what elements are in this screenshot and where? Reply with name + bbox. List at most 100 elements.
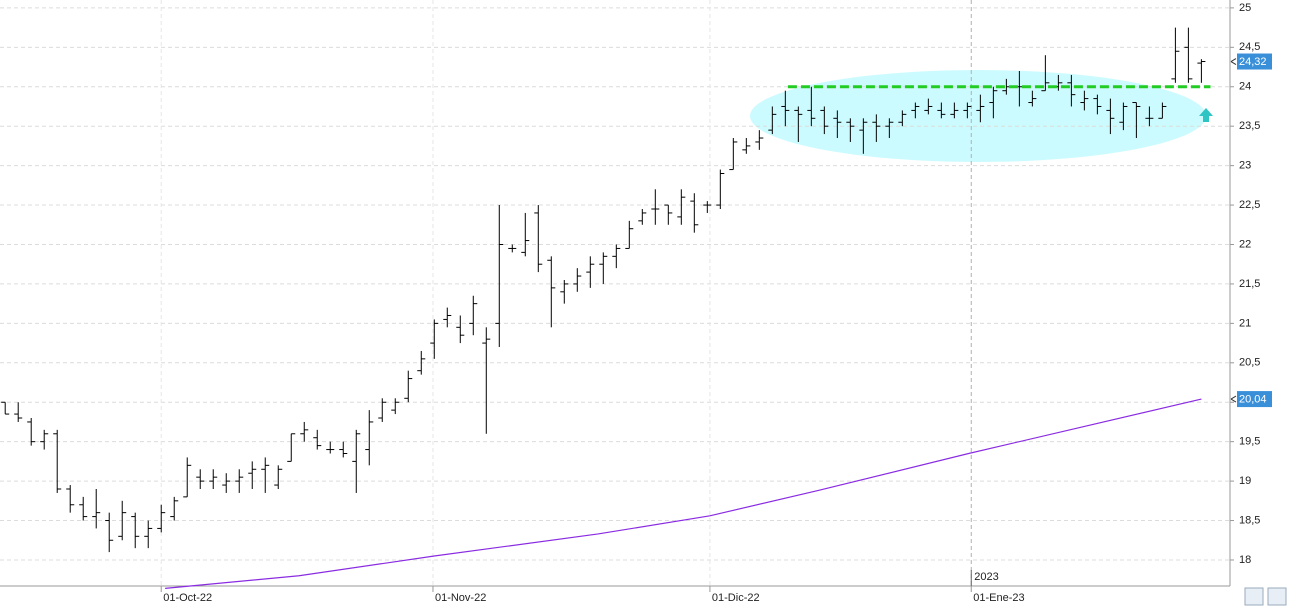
price-tag bbox=[1237, 391, 1272, 408]
ohlc-bar bbox=[638, 209, 647, 225]
y-tick-label: 23 bbox=[1239, 160, 1251, 172]
ohlc-bar bbox=[261, 457, 270, 493]
ohlc-bar bbox=[547, 256, 556, 328]
ohlc-bar bbox=[755, 130, 764, 150]
y-tick-label: 21 bbox=[1239, 317, 1251, 329]
ohlc-bar bbox=[456, 315, 465, 344]
ohlc-bar bbox=[508, 244, 517, 253]
ohlc-bar bbox=[924, 98, 933, 115]
ohlc-bar bbox=[560, 279, 569, 304]
ohlc-bar bbox=[833, 110, 842, 139]
ohlc-bar bbox=[1171, 27, 1180, 83]
ohlc-bar bbox=[885, 118, 894, 139]
ohlc-bar bbox=[1093, 94, 1102, 115]
y-tick-label: 18 bbox=[1239, 554, 1251, 566]
highlight-ellipse bbox=[750, 70, 1206, 162]
ohlc-bar bbox=[274, 465, 283, 489]
ohlc-bar bbox=[157, 504, 166, 533]
save-button[interactable] bbox=[1267, 587, 1287, 606]
ohlc-bar bbox=[1080, 90, 1089, 111]
ohlc-bar bbox=[131, 512, 140, 549]
ohlc-bar bbox=[196, 469, 205, 489]
ohlc-bar bbox=[404, 370, 413, 403]
ohlc-bar bbox=[1106, 98, 1115, 135]
ohlc-bar bbox=[690, 193, 699, 233]
ohlc-bar bbox=[1028, 90, 1037, 107]
ohlc-bar bbox=[872, 114, 881, 142]
ohlc-bar bbox=[222, 473, 231, 493]
ohlc-bar bbox=[105, 512, 114, 553]
ohlc-bar bbox=[703, 201, 712, 213]
ohlc-bar bbox=[183, 457, 192, 498]
ohlc-bar bbox=[27, 418, 36, 446]
y-tick-label: 22,5 bbox=[1239, 199, 1260, 211]
ohlc-bar bbox=[1132, 102, 1141, 139]
ohlc-bar bbox=[1067, 74, 1076, 107]
ohlc-bar bbox=[716, 169, 725, 210]
ohlc-bar bbox=[677, 189, 686, 225]
ohlc-bar bbox=[989, 86, 998, 119]
ohlc-bar bbox=[209, 469, 218, 489]
ohlc-bar bbox=[950, 102, 959, 119]
ohlc-bar bbox=[1119, 102, 1128, 131]
ohlc-bar bbox=[40, 429, 49, 450]
ohlc-bar bbox=[469, 295, 478, 336]
ohlc-bar bbox=[1158, 102, 1167, 119]
ohlc-bar bbox=[495, 205, 504, 348]
ohlc-bar bbox=[742, 138, 751, 154]
ohlc-bar bbox=[768, 106, 777, 135]
ohlc-bar bbox=[144, 520, 153, 549]
ohlc-bar bbox=[1041, 55, 1050, 92]
ohlc-bar bbox=[625, 220, 634, 249]
ohlc-bar bbox=[729, 138, 738, 171]
ohlc-bar bbox=[391, 398, 400, 415]
price-tag bbox=[1237, 53, 1272, 70]
ohlc-bar bbox=[300, 421, 309, 442]
ohlc-bar bbox=[612, 244, 621, 269]
y-tick-label: 21,5 bbox=[1239, 278, 1260, 290]
x-tick-label: 01-Oct-22 bbox=[163, 592, 212, 604]
zoom-button[interactable] bbox=[1244, 587, 1264, 606]
x-tick-label: 01-Nov-22 bbox=[435, 592, 486, 604]
y-tick-label: 24,5 bbox=[1239, 41, 1260, 53]
y-tick-label: 24 bbox=[1239, 81, 1251, 93]
year-label: 2023 bbox=[974, 571, 998, 583]
ohlc-bar bbox=[53, 429, 62, 493]
ohlc-bar bbox=[92, 488, 101, 529]
ohlc-bar bbox=[911, 102, 920, 119]
ohlc-bar bbox=[118, 500, 127, 541]
ohlc-bar bbox=[820, 106, 829, 135]
ohlc-bar bbox=[1145, 106, 1154, 127]
ohlc-bar bbox=[651, 189, 660, 225]
x-tick-label: 01-Ene-23 bbox=[973, 592, 1024, 604]
ohlc-bar bbox=[79, 496, 88, 521]
ohlc-bar bbox=[1184, 27, 1193, 83]
ohlc-bar bbox=[365, 410, 374, 466]
ohlc-bar bbox=[794, 106, 803, 142]
ohlc-bar bbox=[417, 350, 426, 375]
ohlc-bar bbox=[807, 86, 816, 127]
ohlc-bar bbox=[963, 102, 972, 119]
ohlc-bar bbox=[586, 256, 595, 288]
ohlc-bar bbox=[781, 90, 790, 127]
ohlc-bar bbox=[846, 118, 855, 142]
ohlc-bar bbox=[1197, 59, 1206, 83]
ohlc-bar bbox=[14, 402, 23, 422]
ohlc-bar bbox=[248, 461, 257, 489]
ohlc-bar bbox=[573, 268, 582, 292]
ohlc-bar bbox=[937, 102, 946, 119]
price-pointer bbox=[1230, 58, 1237, 65]
ohlc-bar bbox=[339, 441, 348, 458]
y-tick-label: 23,5 bbox=[1239, 120, 1260, 132]
ohlc-bar bbox=[898, 110, 907, 127]
ohlc-bar bbox=[599, 252, 608, 284]
y-tick-label: 22 bbox=[1239, 238, 1251, 250]
x-tick-label: 01-Dic-22 bbox=[712, 592, 760, 604]
ohlc-bar bbox=[482, 327, 491, 434]
ohlc-bar bbox=[664, 204, 673, 225]
ohlc-bar bbox=[1, 401, 10, 415]
ohlc-bar bbox=[66, 485, 75, 513]
ohlc-bar bbox=[859, 118, 868, 154]
ohlc-bar bbox=[521, 212, 530, 257]
